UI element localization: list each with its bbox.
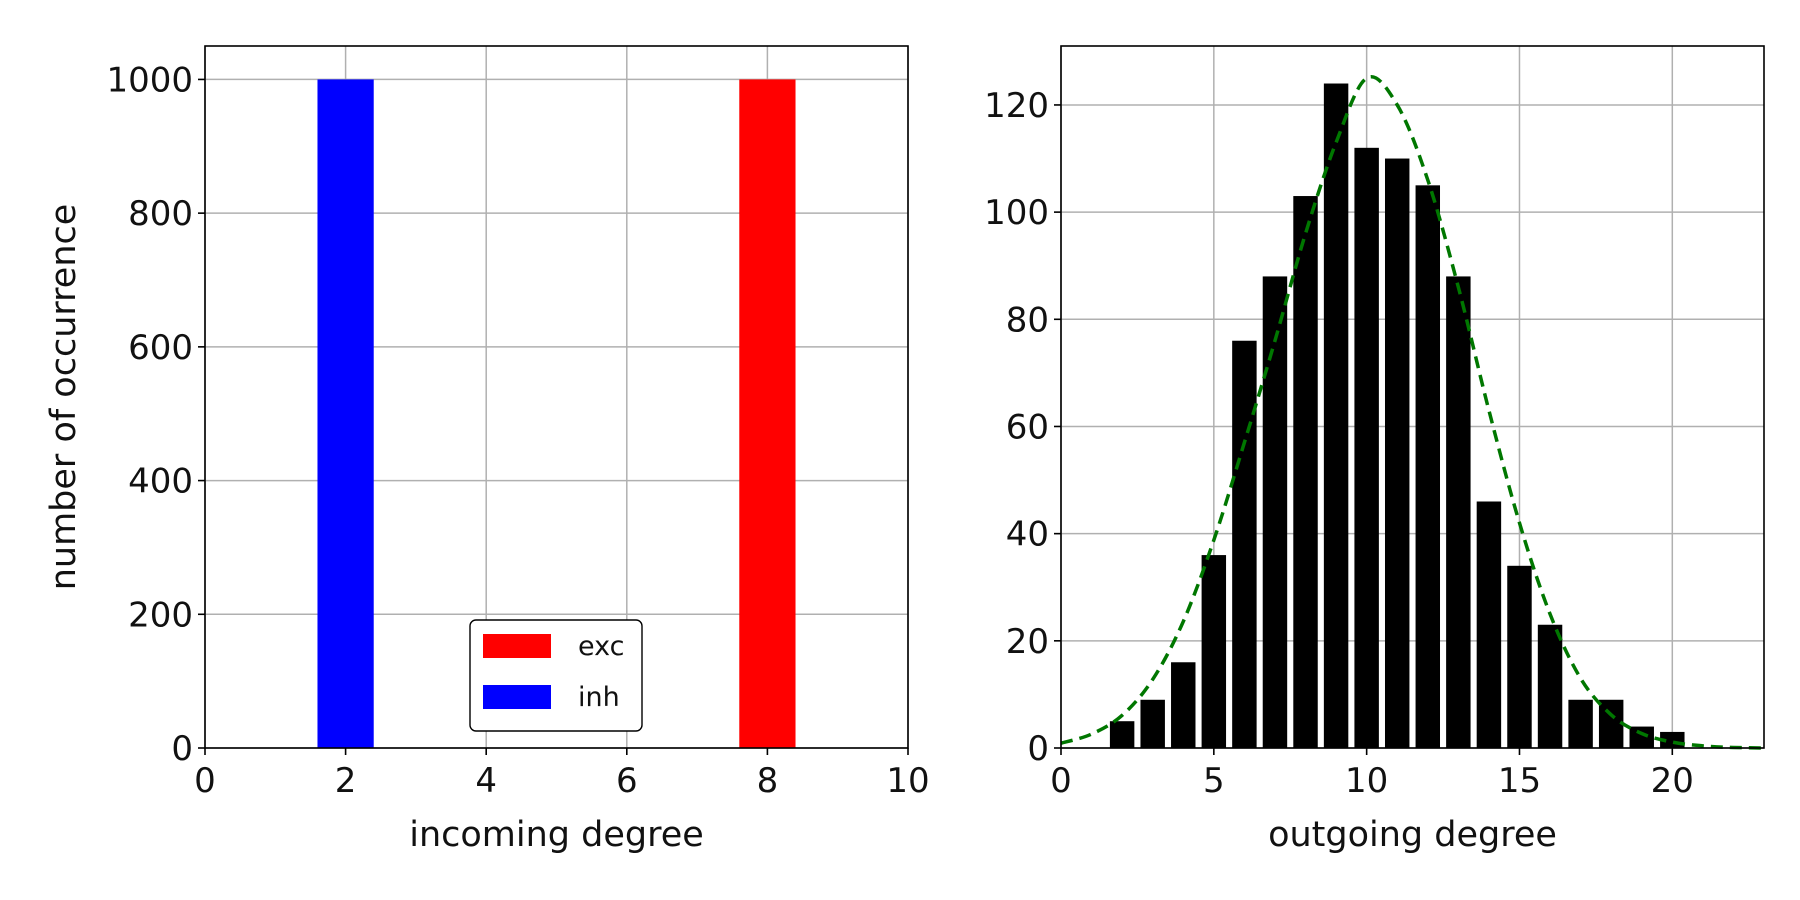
y-tick-label: 600 xyxy=(128,328,193,368)
plot-frame xyxy=(204,45,909,749)
histogram-bar xyxy=(1384,158,1410,748)
incoming-degree-panel: 0 2 4 6 8 10 0 200 400 600 800 1000 incoming degree n… xyxy=(44,45,930,855)
x-tick-label: 15 xyxy=(1498,761,1541,801)
x-axis-label: incoming degree xyxy=(409,815,704,855)
legend: exc inh xyxy=(469,619,643,732)
y-tick-label: 0 xyxy=(171,729,193,769)
bar-exc xyxy=(739,79,796,748)
histogram-bar xyxy=(1415,185,1441,748)
y-tick-label: 400 xyxy=(128,462,193,502)
histogram-bar xyxy=(1201,555,1227,748)
bar-inh xyxy=(317,79,374,748)
histogram-bar xyxy=(1629,726,1654,748)
x-tick-label: 10 xyxy=(1345,761,1388,801)
y-tick-label: 0 xyxy=(1027,729,1049,769)
plot-frame xyxy=(1060,45,1765,749)
histogram-bar xyxy=(1140,699,1165,748)
histogram-bar xyxy=(1568,699,1593,748)
histogram-bar xyxy=(1537,624,1563,748)
x-tick-label: 0 xyxy=(1050,761,1072,801)
x-tick-label: 10 xyxy=(886,761,929,801)
legend-label-exc: exc xyxy=(578,631,625,662)
y-tick-label: 1000 xyxy=(106,60,193,100)
y-tick-label: 80 xyxy=(1006,300,1049,340)
x-tick-label: 2 xyxy=(335,761,357,801)
histogram-bar xyxy=(1262,276,1288,748)
y-tick-label: 60 xyxy=(1006,407,1049,447)
x-tick-label: 20 xyxy=(1651,761,1694,801)
legend-swatch-inh xyxy=(483,685,551,709)
histogram-bar xyxy=(1293,196,1318,749)
legend-label-inh: inh xyxy=(578,682,620,713)
x-axis-label: outgoing degree xyxy=(1268,815,1557,855)
y-tick-label: 20 xyxy=(1006,622,1049,662)
histogram-bar xyxy=(1109,721,1135,748)
fit-curve xyxy=(1060,75,1765,750)
histogram-bar xyxy=(1598,699,1624,748)
histogram-bar xyxy=(1171,662,1196,748)
x-tick-label: 6 xyxy=(616,761,638,801)
y-axis-label: number of occurrence xyxy=(44,204,84,591)
x-tick-label: 4 xyxy=(475,761,497,801)
histogram-bar xyxy=(1507,565,1532,748)
histogram-bar xyxy=(1354,147,1379,749)
histogram-bar xyxy=(1323,83,1349,748)
y-tick-label: 100 xyxy=(984,193,1049,233)
x-tick-label: 0 xyxy=(194,761,216,801)
histogram-bar xyxy=(1476,501,1502,748)
y-tick-label: 800 xyxy=(128,194,193,234)
legend-swatch-exc xyxy=(483,634,551,658)
y-tick-label: 40 xyxy=(1006,515,1049,555)
x-tick-label: 8 xyxy=(757,761,779,801)
x-tick-label: 5 xyxy=(1203,761,1225,801)
outgoing-degree-panel: 0 5 10 15 20 0 20 40 60 80 100 120 outgoing degree xyxy=(984,45,1765,855)
y-tick-label: 120 xyxy=(984,86,1049,126)
histogram-bar xyxy=(1232,340,1257,748)
histogram-bar xyxy=(1446,276,1471,748)
y-tick-label: 200 xyxy=(128,595,193,635)
